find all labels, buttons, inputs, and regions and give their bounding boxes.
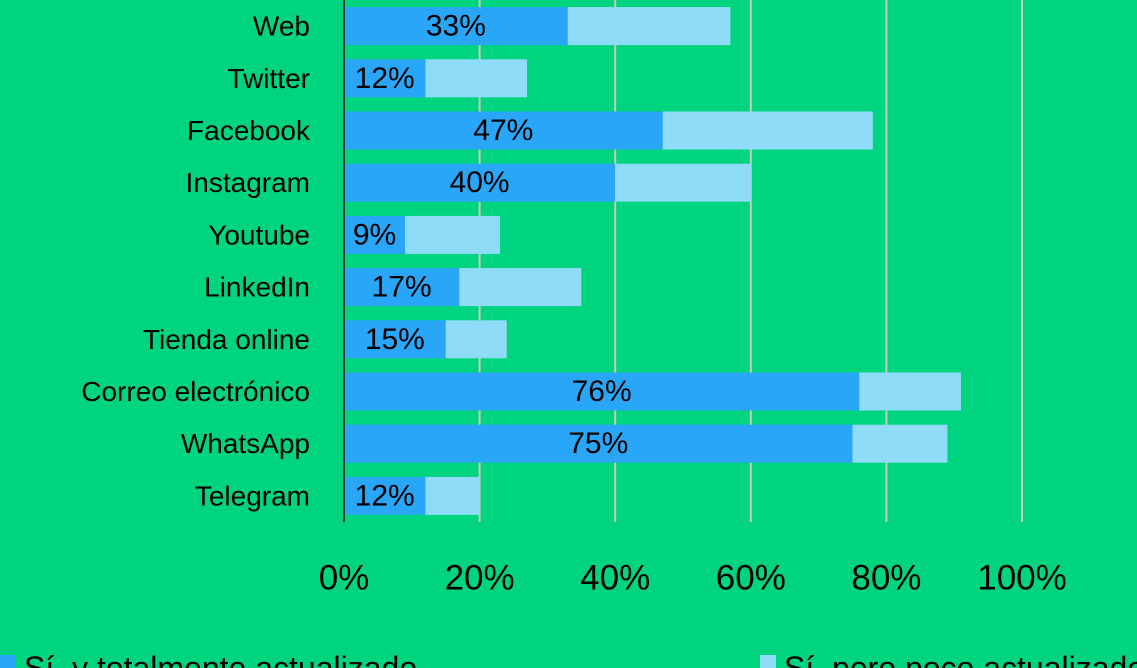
data-label: 12% <box>355 479 415 512</box>
y-tick-label: Correo electrónico <box>81 376 310 407</box>
y-tick-label: LinkedIn <box>204 272 310 303</box>
data-label: 12% <box>355 62 415 95</box>
y-tick-label: Web <box>253 11 310 42</box>
y-tick-label: Tienda online <box>143 324 310 355</box>
bar-segment <box>459 268 582 307</box>
legend-label: Sí, y totalmente actualizado <box>24 650 417 668</box>
bar-segment <box>859 372 961 411</box>
data-label: 40% <box>450 166 510 199</box>
data-label: 15% <box>365 323 425 356</box>
bar-segment <box>405 215 500 254</box>
bar-segment <box>662 111 873 150</box>
bar-segment <box>344 163 616 202</box>
data-label: 33% <box>426 10 486 43</box>
y-tick-label: Facebook <box>187 115 311 146</box>
x-tick-label: 80% <box>851 559 921 598</box>
data-label: 75% <box>568 427 628 460</box>
bar-segment <box>615 163 751 202</box>
data-label: 76% <box>572 375 632 408</box>
bar-segment <box>344 320 446 359</box>
x-tick-label: 60% <box>716 559 786 598</box>
y-tick-label: Youtube <box>208 219 310 250</box>
bar-segment <box>567 7 731 46</box>
data-label: 47% <box>473 114 533 147</box>
bar-segment <box>344 111 663 150</box>
bar-segment <box>344 372 860 411</box>
y-tick-label: Telegram <box>195 480 310 511</box>
x-tick-label: 20% <box>445 559 515 598</box>
x-tick-label: 100% <box>977 559 1067 598</box>
bar-segment <box>344 268 460 307</box>
bar-segment <box>344 215 406 254</box>
x-tick-label: 40% <box>580 559 650 598</box>
y-tick-label: Instagram <box>186 167 311 198</box>
bar-segment <box>344 59 426 98</box>
data-label: 17% <box>372 271 432 304</box>
legend-swatch <box>760 655 776 668</box>
bar-segment <box>344 476 426 515</box>
bar-segment <box>344 7 568 46</box>
bar-segment <box>425 59 528 98</box>
bar-segment <box>344 424 853 463</box>
bar-segment <box>425 476 480 515</box>
data-label: 9% <box>353 218 396 251</box>
y-tick-label: Twitter <box>228 63 310 94</box>
legend-swatch <box>0 655 16 668</box>
y-tick-label: WhatsApp <box>181 428 310 459</box>
bar-segment <box>852 424 948 463</box>
bar-segment <box>445 320 507 359</box>
x-tick-label: 0% <box>319 559 370 598</box>
legend-label: Sí, pero poco actualizado <box>784 650 1137 668</box>
